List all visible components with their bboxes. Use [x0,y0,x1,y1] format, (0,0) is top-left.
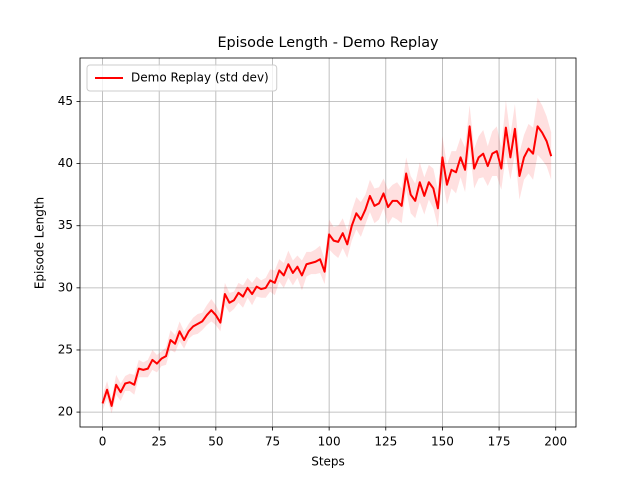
x-tick-label: 150 [431,435,454,449]
y-tick-label: 20 [58,405,73,419]
x-tick-label: 125 [374,435,397,449]
x-tick-label: 100 [318,435,341,449]
y-tick-label: 35 [58,218,73,232]
x-tick-label: 175 [488,435,511,449]
legend: Demo Replay (std dev) [86,64,278,92]
line [101,125,553,407]
y-tick-label: 45 [58,94,73,108]
x-tick-label: 25 [152,435,167,449]
y-tick-label: 25 [58,342,73,356]
x-tick-label: 200 [544,435,567,449]
legend-label: Demo Replay (std dev) [131,71,269,85]
chart-title: Episode Length - Demo Replay [217,35,439,51]
y-tick-label: 40 [58,156,73,170]
x-tick-label: 50 [208,435,223,449]
y-tick-label: 30 [58,280,73,294]
x-tick-label: 0 [99,435,107,449]
x-axis-label: Steps [311,455,345,469]
legend-box [86,64,278,92]
y-axis-label: Episode Length [33,197,47,289]
x-tick-label: 75 [265,435,280,449]
plot-frame [79,57,577,428]
